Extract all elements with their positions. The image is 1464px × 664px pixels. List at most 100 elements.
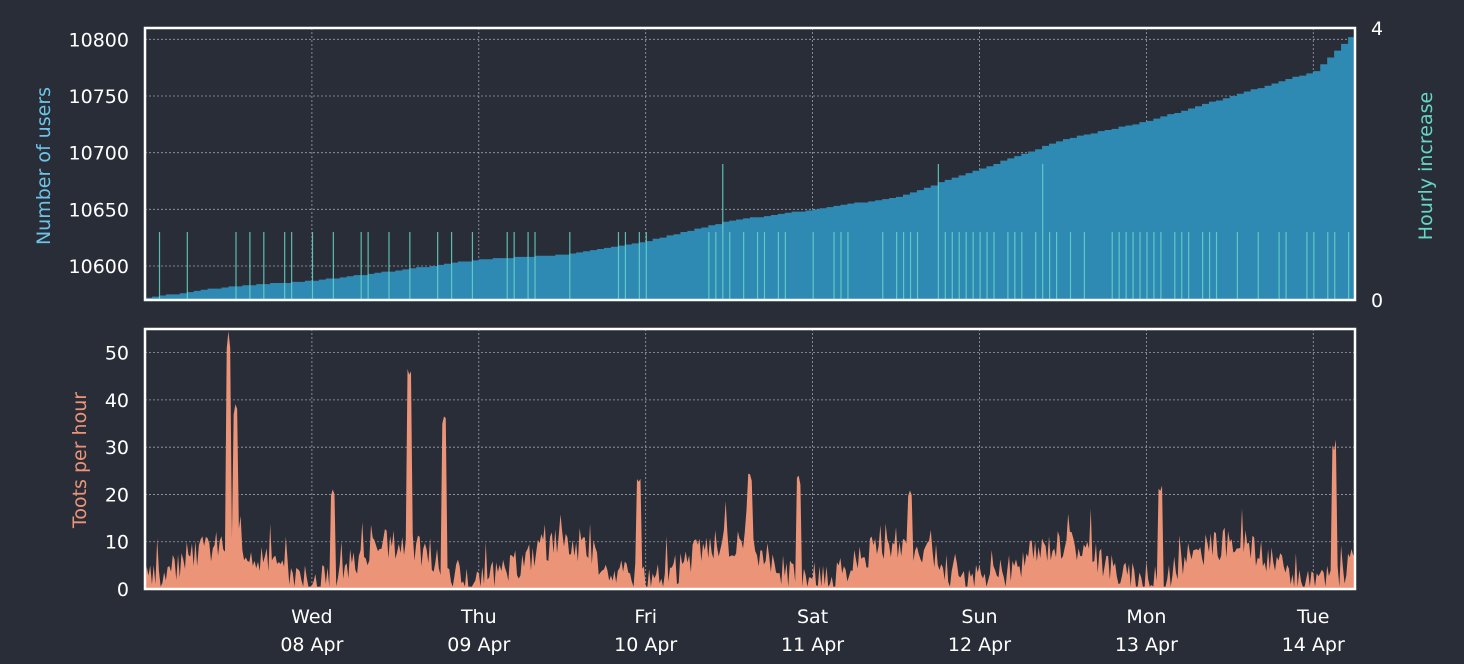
hourly-increase-bar [1285, 232, 1287, 300]
users-tick-label: 10600 [69, 256, 129, 278]
hourly-increase-bar [756, 232, 759, 300]
hourly-increase-bar [1236, 232, 1238, 300]
hourly-increase-bar [1348, 232, 1350, 300]
hourly-increase-bar [1181, 232, 1183, 300]
hourly-increase-bar [186, 232, 188, 300]
hourly-increase-bar [993, 232, 995, 300]
users-panel: 10600 10650 10700 10750 10800 0 4 [69, 18, 1384, 312]
hourly-increase-bar [506, 232, 508, 300]
hourly-increase-bar [1035, 232, 1037, 300]
users-tick-label: 10750 [69, 86, 129, 108]
hourly-increase-bar [916, 232, 919, 300]
hourly-increase-bar [1306, 232, 1308, 300]
hourly-increase-bar [263, 232, 265, 300]
toots-tick-label: 40 [105, 390, 129, 412]
toots-panel: 0 10 20 30 40 50 Wed 08 Apr Thu 09 Apr Fri 10 Apr Sa… [105, 327, 1357, 656]
hourly-increase-bar [1021, 232, 1023, 300]
x-tick-date-label: 14 Apr [1282, 634, 1345, 656]
hourly-increase-bar [847, 232, 849, 300]
hourly-increase-bar [1208, 232, 1211, 300]
hourly-increase-bar [332, 232, 334, 300]
hourly-increase-bar [1146, 232, 1148, 300]
x-tick-day-label: Wed [291, 606, 332, 628]
hourly-increase-bar [708, 232, 710, 300]
hourly-increase-bar [937, 164, 939, 300]
hourly-increase-bar [360, 232, 362, 300]
x-tick-date-label: 08 Apr [280, 634, 343, 656]
hourly-tick-label: 0 [1371, 290, 1383, 312]
hourly-increase-bar [763, 232, 766, 300]
hourly-increase-bar [944, 232, 946, 300]
toots-tick-label: 30 [105, 437, 129, 459]
x-tick-date-label: 10 Apr [614, 634, 677, 656]
users-area-series [145, 30, 1355, 301]
hourly-increase-bar [645, 232, 647, 300]
hourly-increase-bar [617, 232, 620, 300]
hourly-increase-bar [311, 232, 314, 300]
hourly-increase-bar [833, 232, 835, 300]
hourly-increase-bar [784, 232, 786, 300]
x-tick-day-label: Fri [634, 606, 657, 628]
x-tick-day-label: Mon [1126, 606, 1166, 628]
hourly-increase-bar [1215, 232, 1218, 300]
hourly-increase-bar [951, 232, 953, 300]
hourly-increase-bar [972, 232, 974, 300]
hourly-increase-bar [729, 232, 731, 300]
hourly-increase-bar [1257, 232, 1259, 300]
hourly-increase-bar [450, 232, 453, 300]
users-tick-label: 10800 [69, 29, 129, 51]
hourly-increase-bar [1313, 232, 1315, 300]
hourly-increase-bar [1049, 232, 1051, 300]
hourly-increase-bar [777, 232, 780, 300]
hourly-increase-bar [882, 232, 884, 300]
hourly-increase-bar [722, 164, 724, 300]
hourly-increase-bar [1278, 232, 1280, 300]
x-tick-date-label: 13 Apr [1115, 634, 1178, 656]
hourly-increase-bar [1153, 232, 1155, 300]
hourly-increase-bar [1014, 232, 1016, 300]
hourly-increase-bar [1327, 232, 1329, 300]
hourly-increase-bar [1083, 232, 1085, 300]
x-tick-day-label: Sun [961, 606, 997, 628]
x-tick-day-label: Tue [1296, 606, 1329, 628]
hourly-increase-bar [743, 232, 745, 300]
hourly-increase-bar [1055, 232, 1058, 300]
hourly-increase-bar [958, 232, 960, 300]
hourly-increase-bar [1007, 232, 1009, 300]
hourly-increase-bar [1125, 232, 1127, 300]
hourly-increase-bar [1174, 232, 1176, 300]
hourly-increase-bar [979, 232, 981, 300]
hourly-increase-bar [909, 232, 912, 300]
x-tick-day-label: Thu [460, 606, 497, 628]
users-axis-label: Number of users [33, 87, 55, 245]
x-tick-date-label: 11 Apr [781, 634, 844, 656]
hourly-increase-bar [1111, 232, 1113, 300]
hourly-increase-bar [1160, 232, 1162, 300]
hourly-increase-bar [235, 232, 237, 300]
hourly-increase-bar [409, 232, 411, 300]
hourly-axis-label: Hourly increase [1415, 92, 1437, 240]
hourly-increase-bar [624, 232, 627, 300]
users-tick-label: 10700 [69, 143, 129, 165]
hourly-increase-bar [1188, 232, 1190, 300]
hourly-increase-bar [437, 232, 439, 300]
hourly-increase-bar [1069, 232, 1072, 300]
toots-tick-label: 0 [117, 579, 129, 601]
toots-axis-label: Toots per hour [69, 392, 91, 529]
toots-tick-label: 50 [105, 343, 129, 365]
x-tick-day-label: Sat [797, 606, 828, 628]
hourly-increase-bar [812, 232, 814, 300]
hourly-increase-bar [715, 232, 717, 300]
hourly-increase-bar [569, 232, 571, 300]
hourly-increase-bar [291, 232, 293, 300]
toots-tick-label: 20 [105, 484, 129, 506]
hourly-increase-bar [1118, 232, 1120, 300]
toots-tick-label: 10 [105, 532, 129, 554]
plot-frame [143, 327, 1357, 591]
hourly-increase-bar [534, 232, 536, 300]
hourly-increase-bar [1334, 232, 1336, 300]
hourly-increase-bar [513, 232, 515, 300]
hourly-increase-bar [1132, 232, 1134, 300]
hourly-increase-bar [388, 232, 390, 300]
